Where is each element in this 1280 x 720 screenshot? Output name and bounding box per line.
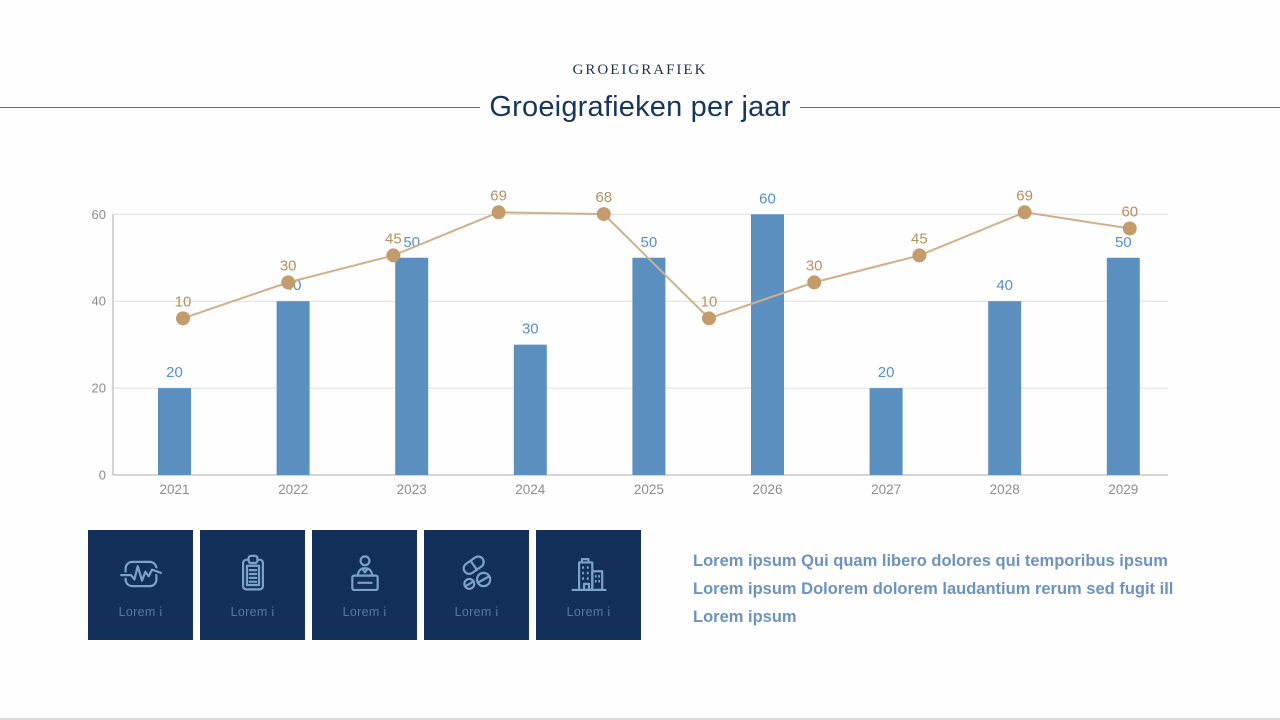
card-label: Lorem i	[454, 604, 499, 619]
description-line: Lorem ipsum Dolorem dolorem laudantium r…	[693, 580, 1174, 598]
x-axis-tick-label: 2023	[397, 482, 427, 497]
bar-2027	[869, 388, 903, 475]
slide-bottom-edge	[0, 718, 1280, 720]
bar-value-label: 40	[996, 277, 1013, 294]
y-axis-tick-label: 20	[92, 381, 106, 396]
trend-point-label: 45	[911, 230, 928, 247]
bar-value-label: 50	[641, 234, 658, 251]
description-line: Lorem ipsum Qui quam libero dolores qui …	[693, 552, 1168, 570]
trend-point	[1122, 221, 1137, 236]
title-row: Groeigrafieken per jaar	[0, 89, 1280, 125]
card-label: Lorem i	[118, 604, 163, 619]
clipboard-icon	[241, 554, 264, 590]
trend-line	[182, 211, 1130, 320]
trend-point-label: 30	[806, 257, 823, 274]
bar-2029	[1106, 257, 1140, 475]
trend-point-label: 10	[175, 293, 192, 310]
trend-point-label: 45	[385, 230, 402, 247]
receptionist-icon	[350, 554, 379, 591]
bar-2023	[395, 257, 429, 475]
y-axis-tick-label: 60	[92, 207, 106, 222]
bar-value-label: 20	[878, 364, 895, 381]
trend-point	[281, 275, 296, 290]
trend-point	[807, 275, 822, 290]
description-text: Lorem ipsum Qui quam libero dolores qui …	[693, 547, 1173, 631]
trend-point	[491, 205, 506, 220]
trend-point	[702, 311, 716, 326]
x-axis-tick-label: 2025	[634, 482, 664, 497]
card-label: Lorem i	[566, 604, 611, 619]
x-axis-tick-label: 2021	[159, 482, 189, 497]
card-label: Lorem i	[230, 604, 275, 619]
trend-point	[1017, 205, 1032, 220]
growth-chart: 0 20 40 60 20 2021 40 2022 50 2023 30 2024 50 2025 60 2…	[92, 187, 1168, 497]
trend-point-label: 30	[280, 257, 297, 274]
bar-2026	[751, 214, 784, 476]
bar-value-label: 20	[166, 364, 183, 381]
pills-icon	[462, 554, 491, 590]
slide-title: Groeigrafieken per jaar	[489, 91, 791, 123]
bar-2024	[513, 344, 547, 475]
trend-point-label: 69	[490, 187, 507, 204]
slide-eyebrow: GROEIGRAFIEK	[572, 62, 708, 78]
x-axis-tick-label: 2027	[871, 482, 901, 497]
x-axis-tick-label: 2024	[515, 482, 546, 497]
trend-point	[176, 311, 190, 326]
card-pills: Lorem i	[424, 530, 529, 640]
bar-2028	[988, 301, 1022, 475]
title-rule-left	[0, 106, 481, 108]
trend-point-label: 68	[595, 189, 612, 206]
hospital-windows	[581, 565, 600, 582]
trend-point-label: 10	[701, 293, 718, 310]
trend-point	[386, 248, 401, 263]
bar-value-label: 60	[759, 190, 776, 207]
hospital-icon	[570, 557, 607, 591]
bar-value-label: 50	[1115, 234, 1132, 251]
x-axis-tick-label: 2022	[278, 482, 308, 497]
ecg-monitor-icon	[118, 560, 163, 587]
trend-point-label: 69	[1016, 187, 1033, 204]
title-rule-right	[799, 106, 1280, 108]
bar-value-label: 30	[522, 321, 539, 338]
bar-2025	[632, 257, 666, 475]
y-axis-tick-label: 0	[99, 468, 106, 483]
bar-2022	[276, 301, 310, 475]
card-hospital: Lorem i	[536, 530, 641, 640]
y-axis-tick-label: 40	[92, 294, 106, 309]
card-strip: Lorem i Lorem i Lorem i	[88, 530, 641, 640]
trend-point-label: 60	[1121, 203, 1138, 220]
bar-2021	[158, 388, 191, 475]
x-axis-tick-label: 2028	[990, 482, 1020, 497]
trend-point	[596, 207, 611, 222]
x-axis-tick-label: 2026	[752, 482, 782, 497]
description-line: Lorem ipsum	[693, 608, 797, 626]
card-receptionist: Lorem i	[312, 530, 417, 640]
card-ecg-monitor: Lorem i	[88, 530, 193, 640]
card-label: Lorem i	[342, 604, 387, 619]
x-axis-tick-label: 2029	[1108, 482, 1138, 497]
trend-point	[912, 248, 927, 263]
card-clipboard: Lorem i	[200, 530, 305, 640]
